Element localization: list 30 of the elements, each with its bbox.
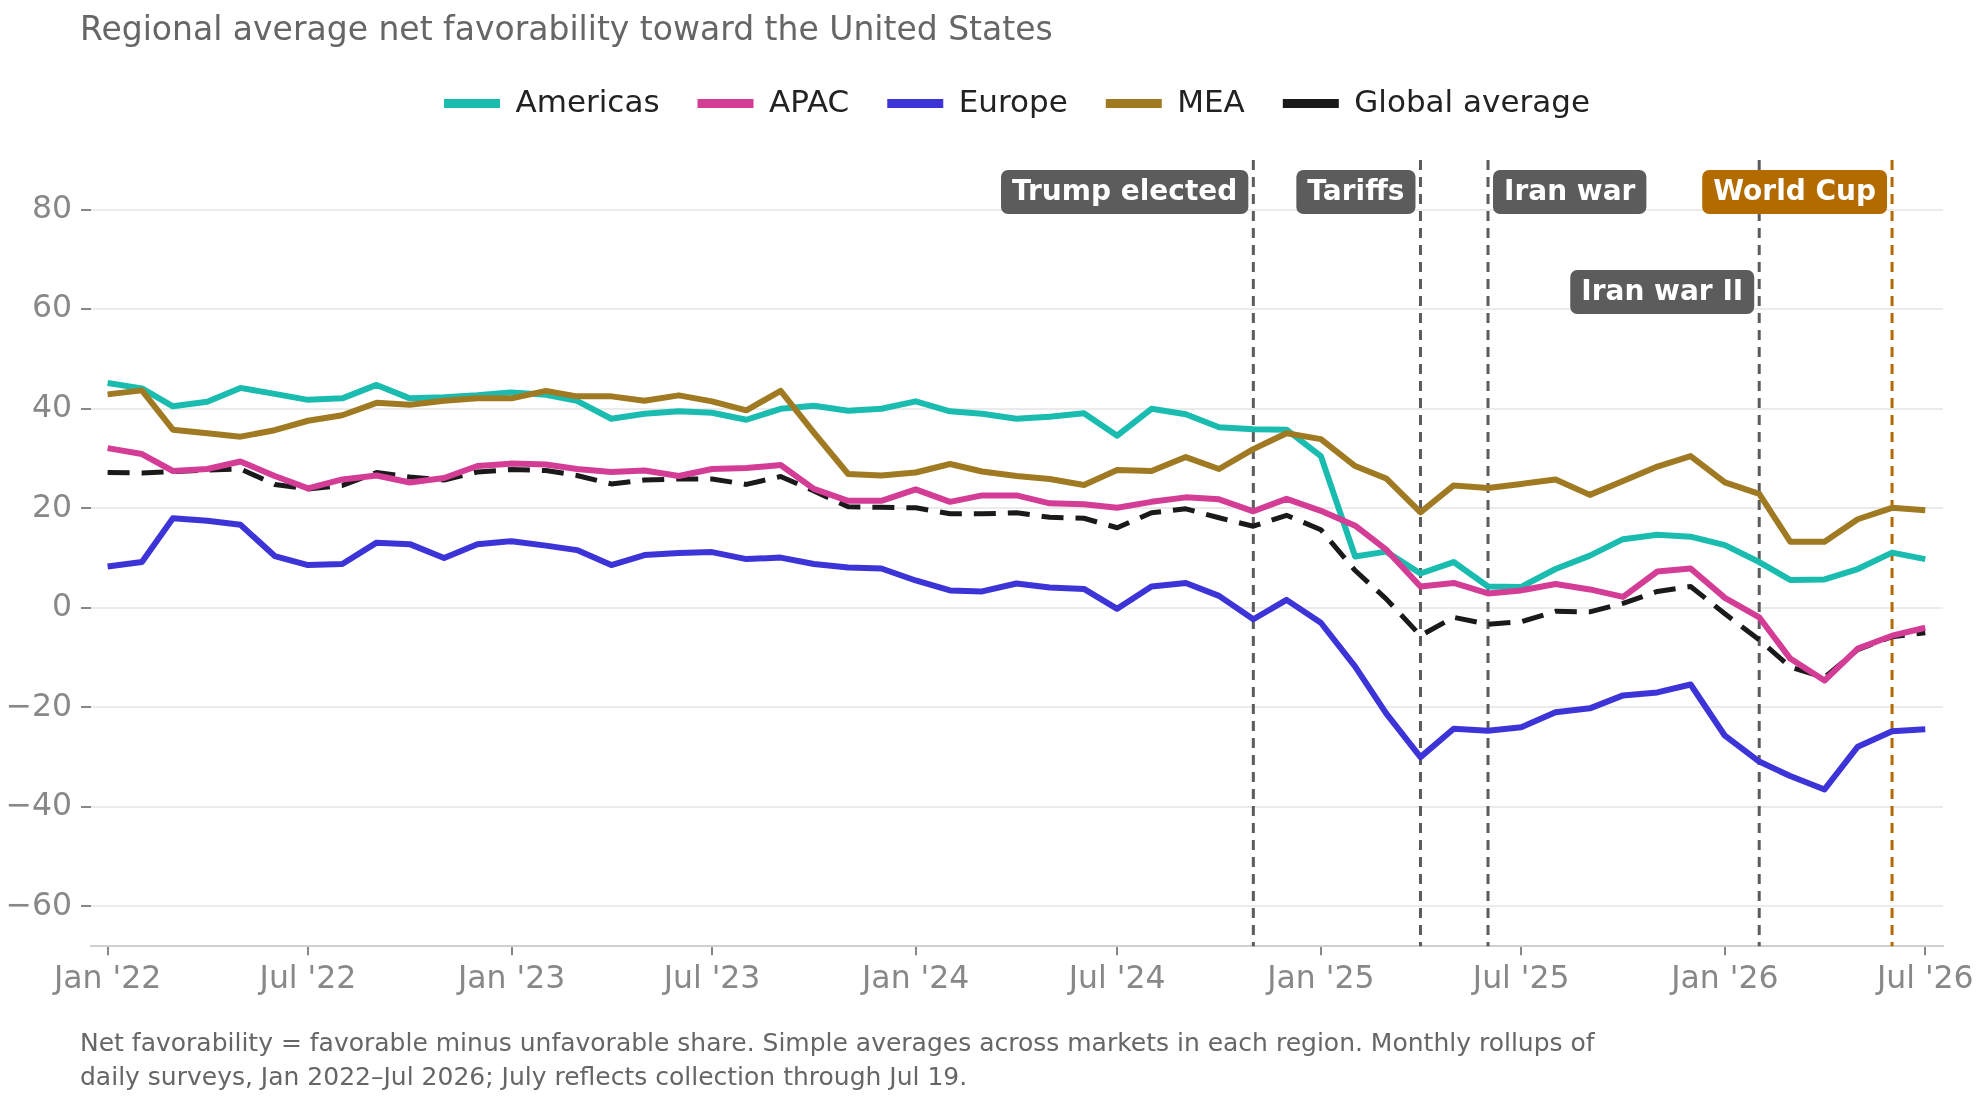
x-tick-label: Jan '26 bbox=[1669, 959, 1779, 996]
text: Net favorability = favorable minus unfavorable share. Simple averages across markets in each region. Monthly rollups of daily surveys, Jan 2022–Jul 2026; July reflects collection through Jul 19. bbox=[80, 1027, 1596, 1093]
x-tick-label: Jul '25 bbox=[1470, 959, 1570, 996]
ref-line-label: Tariffs bbox=[1307, 174, 1405, 208]
legend-label: APAC bbox=[769, 82, 850, 119]
x-tick-label: Jul '22 bbox=[257, 959, 357, 996]
x-tick-label: Jul '26 bbox=[1874, 959, 1974, 996]
ref-line-label: Trump elected bbox=[1012, 174, 1238, 208]
y-tick-label: −60 bbox=[5, 885, 72, 922]
x-tick-label: Jul '24 bbox=[1066, 959, 1166, 996]
y-tick-label: 40 bbox=[31, 387, 72, 424]
x-tick-label: Jan '25 bbox=[1265, 959, 1375, 996]
x-tick-label: Jul '23 bbox=[661, 959, 761, 996]
ref-line-label: Iran war II bbox=[1581, 274, 1744, 308]
legend-label: Americas bbox=[515, 82, 660, 119]
y-tick-label: −20 bbox=[5, 686, 72, 723]
x-tick-label: Jan '22 bbox=[51, 959, 162, 996]
x-tick-label: Jan '24 bbox=[860, 959, 970, 996]
y-tick-label: 0 bbox=[51, 587, 72, 624]
legend-label: MEA bbox=[1177, 82, 1245, 119]
x-tick-label: Jan '23 bbox=[456, 959, 566, 996]
y-tick-label: 20 bbox=[31, 487, 72, 524]
y-tick-label: −40 bbox=[5, 786, 72, 823]
y-tick-label: 80 bbox=[31, 188, 72, 225]
ref-line-label: Iran war bbox=[1504, 174, 1636, 208]
y-tick-label: 60 bbox=[31, 288, 72, 325]
chart-title: Regional average net favorability toward the United States bbox=[80, 9, 1053, 48]
ref-line-label: World Cup bbox=[1713, 174, 1877, 208]
legend-label: Europe bbox=[958, 82, 1068, 119]
legend-label: Global average bbox=[1354, 82, 1590, 119]
